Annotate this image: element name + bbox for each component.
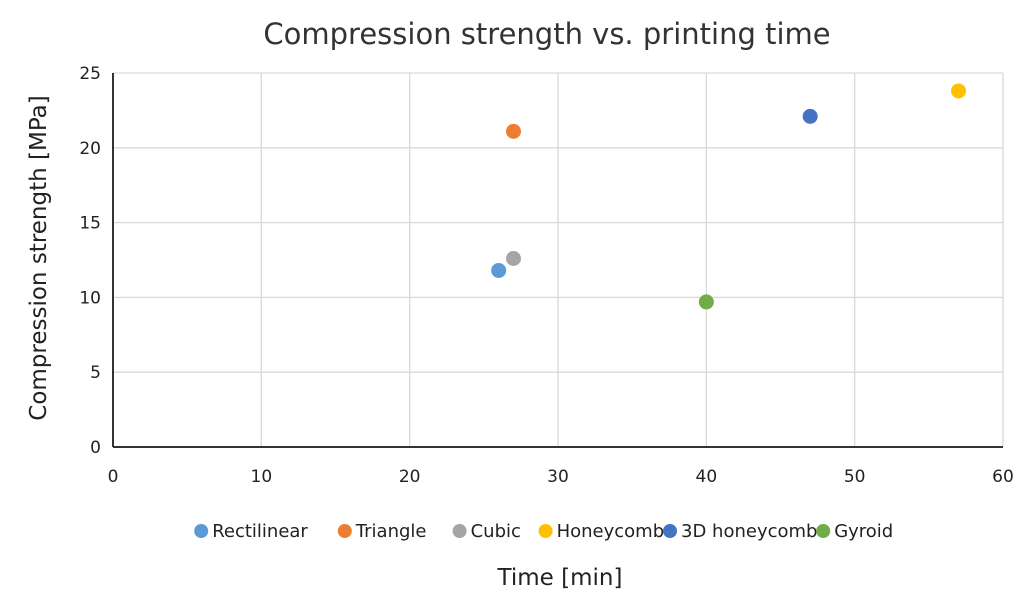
legend-item: Cubic [452,521,521,542]
data-point [951,83,966,99]
legend-marker [337,524,352,538]
legend-item: 3D honeycomb [663,521,817,542]
data-point [802,108,818,124]
legend-marker [663,524,677,538]
y-tick-label: 10 [79,288,101,308]
legend-label: Honeycomb [557,521,665,542]
legend-marker [194,524,209,538]
chart-title: Compression strength vs. printing time [263,17,830,51]
legend: Rectilinear Triangle Cubic Honeycomb 3D hone… [194,521,893,542]
legend-label: Cubic [471,521,521,542]
legend-label: 3D honeycomb [681,521,817,542]
y-axis-title: Compression strength [MPa] [26,95,52,420]
data-point [698,294,714,310]
gridlines [113,72,1004,447]
x-tick-label: 30 [547,467,569,487]
x-tick-label: 50 [844,467,866,487]
y-tick-label: 20 [79,139,101,159]
legend-label: Gyroid [834,521,893,542]
x-tick-label: 40 [696,467,718,487]
x-tick-label: 0 [108,467,119,487]
data-points [491,83,966,310]
x-tick-label: 60 [992,467,1014,487]
legend-marker [538,524,553,538]
legend-marker [452,524,467,538]
legend-item: Honeycomb [538,521,665,542]
data-point [506,123,521,139]
y-tick-label: 25 [79,64,101,84]
legend-label: Rectilinear [212,521,308,542]
x-axis-title: Time [min] [497,565,623,591]
legend-label: Triangle [355,521,427,542]
data-point [506,251,521,267]
data-point [491,262,507,278]
y-tick-label: 15 [79,214,101,234]
tick-labels: 0 5 10 15 20 25 0 10 20 30 40 50 60 [79,64,1013,487]
legend-item: Gyroid [816,521,893,542]
legend-item: Triangle [337,521,427,542]
x-tick-label: 10 [251,467,273,487]
legend-item: Rectilinear [194,521,308,542]
legend-marker [816,524,831,538]
axes [112,73,1003,448]
y-tick-label: 5 [90,363,101,383]
y-tick-label: 0 [90,438,101,458]
x-tick-label: 20 [399,467,421,487]
